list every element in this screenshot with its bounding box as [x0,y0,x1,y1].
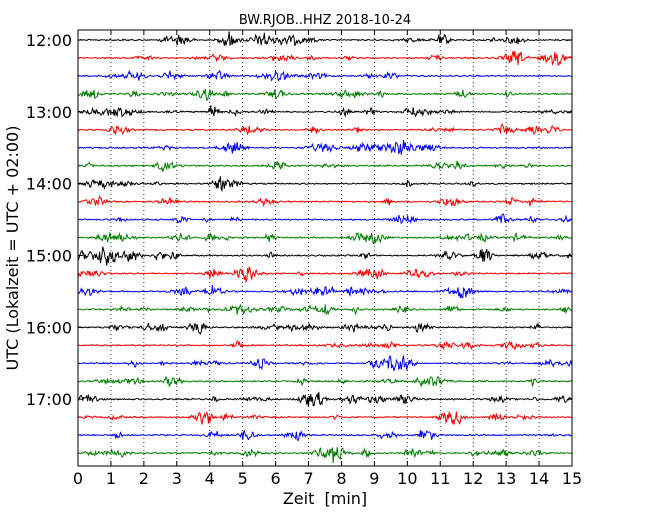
x-tick-label: 14 [529,469,549,488]
x-tick-label: 2 [139,469,149,488]
chart-title: BW.RJOB..HHZ 2018-10-24 [239,13,411,28]
x-tick-label: 11 [430,469,450,488]
y-axis: 12:00 13:00 14:00 15:00 16:00 17:00 [26,31,572,409]
seismic-trace [77,123,572,136]
seismic-trace [77,160,572,172]
seismic-trace [77,176,572,193]
y-tick-label: 17:00 [26,390,72,409]
x-tick-label: 6 [271,469,281,488]
x-tick-label: 10 [397,469,417,488]
seismic-trace [77,284,572,299]
seismic-trace [77,88,572,101]
x-tick-label: 5 [238,469,248,488]
x-tick-label: 13 [496,469,516,488]
x-tick-label: 1 [106,469,116,488]
seismic-trace [77,105,572,118]
plot-frame [77,29,573,467]
trace-layer [77,31,573,463]
x-axis: 0 1 2 3 4 5 6 7 8 9 10 11 12 13 14 15 [73,30,582,488]
seismic-trace [77,231,572,245]
y-tick-label: 14:00 [26,175,72,194]
seismic-trace [77,213,572,225]
y-tick-label: 15:00 [26,247,72,266]
x-tick-label: 12 [463,469,483,488]
seismic-trace [77,69,572,82]
x-tick-label: 15 [562,469,582,488]
seismic-trace [77,429,572,442]
seismic-trace [77,31,572,46]
y-axis-label: UTC (Lokalzeit = UTC + 02:00) [3,126,22,371]
seismic-trace [77,265,572,284]
grid-layer [110,30,540,466]
x-tick-label: 3 [172,469,182,488]
y-tick-label: 12:00 [26,31,72,50]
x-tick-label: 4 [205,469,215,488]
seismic-trace [77,375,572,388]
x-tick-label: 7 [303,469,313,488]
seismic-trace [77,246,572,266]
seismic-trace [77,322,572,335]
x-axis-label: Zeit [min] [283,489,367,508]
seismic-trace [77,50,573,66]
seismic-trace [77,194,572,208]
seismic-trace [77,446,572,463]
x-tick-label: 0 [73,469,83,488]
seismic-trace [77,340,572,351]
seismic-trace [77,411,572,426]
seismic-trace [77,391,573,407]
y-tick-label: 16:00 [26,318,72,337]
seismic-trace [77,303,572,316]
seismic-trace [77,354,573,371]
seismic-trace [77,140,572,155]
x-tick-label: 9 [369,469,379,488]
x-tick-label: 8 [336,469,346,488]
y-tick-label: 13:00 [26,103,72,122]
